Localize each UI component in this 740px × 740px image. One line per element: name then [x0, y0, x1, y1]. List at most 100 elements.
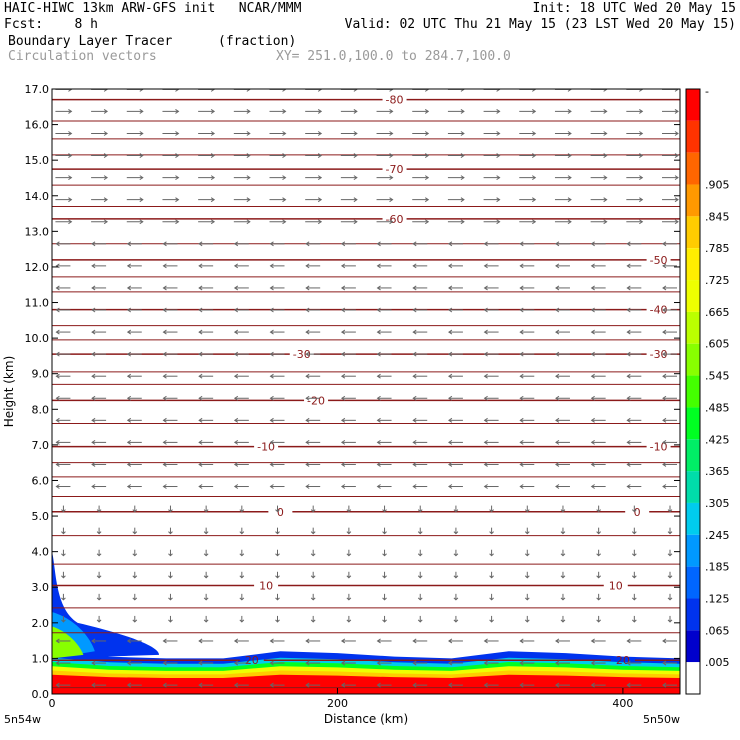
wind-vector-head — [269, 462, 274, 467]
wind-vector-head — [55, 439, 60, 445]
wind-vector-head — [340, 263, 346, 269]
wind-vector-head — [68, 219, 73, 225]
wind-vector-head — [376, 395, 381, 401]
wind-vector-head — [61, 575, 66, 579]
wind-vector-head — [376, 439, 381, 445]
wind-vector-head — [519, 329, 524, 335]
wind-vector-head — [596, 619, 601, 623]
wind-vector-head — [91, 351, 96, 357]
wind-vector-head — [346, 619, 352, 623]
wind-vector-head — [162, 285, 167, 291]
wind-vector-head — [412, 241, 417, 247]
wind-vector-head — [496, 153, 501, 158]
wind-vector-head — [412, 395, 417, 401]
wind-vector-head — [489, 509, 494, 513]
wind-vector-head — [305, 307, 310, 313]
wind-vector-head — [555, 329, 560, 335]
wind-vector-head — [412, 351, 417, 357]
wind-vector-head — [453, 597, 459, 601]
wind-vector-head — [519, 285, 524, 291]
wind-vector-head — [126, 351, 132, 357]
isotherm-label: 10 — [609, 579, 623, 592]
wind-vector-head — [412, 638, 417, 644]
y-tick-label: 3.0 — [32, 581, 50, 594]
wind-vector-head — [132, 619, 138, 623]
wind-vector-head — [55, 373, 60, 379]
wind-vector-head — [269, 241, 274, 247]
wind-vector-head — [96, 553, 102, 557]
wind-vector-head — [631, 619, 637, 623]
wind-vector-head — [662, 241, 667, 247]
wind-vector-head — [555, 484, 560, 489]
wind-vector-head — [168, 509, 173, 513]
wind-vector-head — [353, 131, 358, 136]
wind-vector-head — [662, 285, 667, 291]
wind-vector-head — [310, 553, 316, 557]
wind-vector-head — [96, 619, 102, 623]
wind-vector-head — [631, 575, 637, 579]
wind-vector-head — [233, 285, 239, 291]
colorbar-label: .665 — [705, 306, 730, 319]
wind-vector-head — [55, 462, 60, 467]
wind-vector-head — [448, 307, 453, 313]
wind-vector-head — [132, 575, 138, 579]
wind-vector-head — [210, 197, 216, 203]
colorbar-swatch — [686, 407, 700, 440]
wind-vector-head — [382, 597, 387, 601]
wind-vector-head — [269, 417, 274, 423]
wind-vector-head — [162, 417, 167, 423]
wind-vector-head — [596, 553, 601, 557]
wind-vector-head — [376, 417, 381, 423]
wind-vector-head — [310, 531, 316, 535]
colorbar-swatch — [686, 598, 700, 631]
wind-vector-head — [55, 638, 60, 644]
colorbar-swatch — [686, 152, 700, 185]
wind-vector-head — [126, 307, 132, 313]
wind-vector-head — [162, 351, 167, 357]
wind-vector-head — [55, 660, 60, 666]
wind-vector-head — [626, 660, 631, 666]
wind-vector-head — [282, 131, 287, 136]
wind-vector-head — [246, 197, 251, 203]
wind-vector-head — [275, 531, 280, 535]
wind-vector-head — [626, 395, 631, 401]
colorbar-swatch — [686, 662, 700, 694]
wind-vector-head — [269, 285, 274, 291]
wind-vector-head — [389, 219, 394, 225]
wind-vector-head — [91, 638, 96, 644]
wind-vector-head — [567, 175, 572, 181]
wind-vector-head — [590, 241, 595, 247]
wind-vector-head — [424, 153, 430, 158]
colorbar-label: .485 — [705, 401, 730, 414]
wind-vector-head — [340, 351, 346, 357]
wind-vector-head — [346, 531, 352, 535]
wind-vector-head — [596, 509, 601, 513]
wind-vector-head — [382, 619, 387, 623]
wind-vector-head — [239, 575, 245, 579]
wind-vector-head — [233, 417, 239, 423]
wind-vector-head — [424, 175, 430, 181]
wind-vector-head — [382, 531, 387, 535]
wind-vector-head — [353, 175, 358, 181]
wind-vector-head — [233, 395, 239, 401]
wind-vector-head — [233, 484, 239, 489]
wind-vector-head — [524, 619, 530, 623]
y-tick-label: 17.0 — [25, 83, 50, 96]
wind-vector-head — [519, 241, 524, 247]
wind-vector-head — [412, 307, 417, 313]
wind-vector-head — [198, 660, 203, 666]
wind-vector-head — [489, 575, 494, 579]
y-tick-label: 6.0 — [32, 474, 50, 487]
wind-vector-head — [412, 462, 417, 467]
wind-vector-head — [596, 597, 601, 601]
wind-vector-head — [483, 285, 488, 291]
wind-vector-head — [631, 531, 637, 535]
wind-vector-head — [91, 285, 96, 291]
wind-vector-head — [389, 153, 394, 158]
wind-vector-head — [590, 638, 595, 644]
wind-vector-head — [412, 484, 417, 489]
wind-vector-head — [460, 153, 465, 158]
wind-vector-head — [524, 597, 530, 601]
wind-vector-head — [667, 619, 673, 623]
x-axis-label: Distance (km) — [324, 712, 408, 726]
